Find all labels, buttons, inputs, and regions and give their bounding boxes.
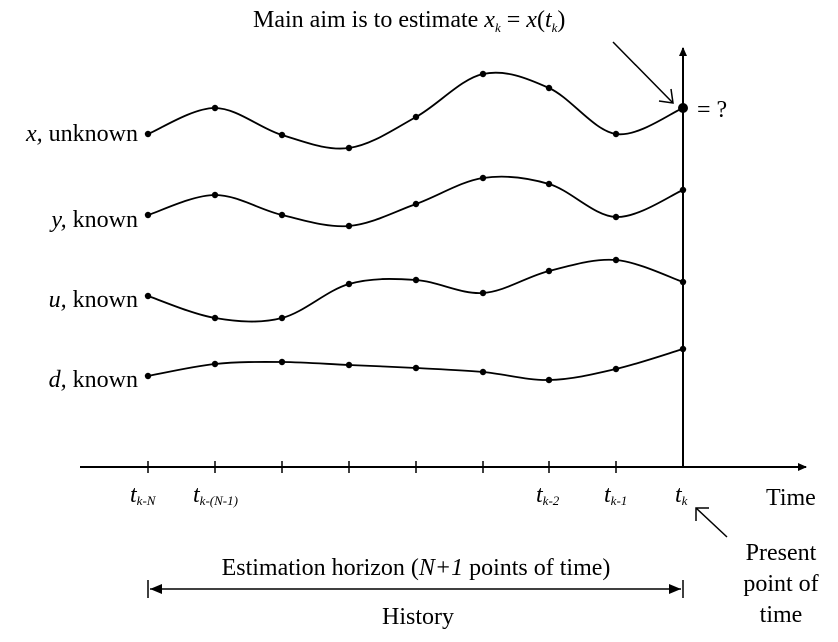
tick-label-k-1: tk-1: [604, 482, 627, 508]
title-pointer-arrow: [612, 41, 674, 104]
sample-point-x: [345, 144, 353, 152]
sample-point-u: [412, 276, 420, 284]
present-pointer-arrowhead: [695, 507, 709, 521]
tick-label-k-N-1: tk-(N-1): [193, 482, 238, 508]
sample-point-u: [345, 280, 353, 288]
signal-curves: [144, 70, 687, 384]
sample-point-u: [679, 278, 687, 286]
sample-point-u: [545, 267, 553, 275]
sample-point-x: [144, 130, 152, 138]
main-aim-title: Main aim is to estimate xk = x(tk): [253, 7, 565, 35]
sample-point-d: [412, 364, 420, 372]
sample-point-y: [612, 213, 620, 221]
sample-point-u: [479, 289, 487, 297]
sample-point-d: [479, 368, 487, 376]
sample-point-d: [612, 365, 620, 373]
present-pointer-arrow: [695, 507, 728, 538]
unknown-mark: = ?: [697, 97, 727, 123]
axis-tick-marks: [147, 461, 617, 473]
sample-point-y: [412, 200, 420, 208]
tick-label-k-2: tk-2: [536, 482, 560, 508]
signal-label-u: u, known: [49, 287, 138, 313]
sample-point-x: [211, 104, 219, 112]
present-label-line3: time: [760, 602, 803, 628]
tick-label-k: tk: [675, 482, 688, 508]
estimation-horizon-label: Estimation horizon (N+1 points of time): [222, 555, 611, 581]
signal-label-x: x, unknown: [25, 121, 138, 147]
sample-point-y: [679, 186, 687, 194]
sample-point-x: [612, 130, 620, 138]
sample-point-d: [211, 360, 219, 368]
signal-label-d: d, known: [49, 367, 138, 393]
sample-point-x: [412, 113, 420, 121]
sample-point-y: [211, 191, 219, 199]
signal-curve-d: [147, 348, 684, 381]
present-label-line1: Present: [746, 540, 817, 566]
present-label-line2: point of: [743, 571, 818, 597]
time-axis-label: Time: [766, 485, 816, 511]
sample-point-d: [345, 361, 353, 369]
sample-point-d: [144, 372, 152, 380]
sample-point-x: [545, 84, 553, 92]
signal-curve-u: [147, 258, 684, 323]
sample-point-x: [479, 70, 487, 78]
sample-point-u: [144, 292, 152, 300]
signal-curve-x: [147, 71, 684, 150]
sample-point-d: [545, 376, 553, 384]
sample-point-u: [211, 314, 219, 322]
sample-point-y: [345, 222, 353, 230]
sample-point-d: [679, 345, 687, 353]
sample-point-y: [479, 174, 487, 182]
signal-label-y: y, known: [49, 207, 138, 233]
sample-point-d: [278, 358, 286, 366]
sample-point-y: [545, 180, 553, 188]
estimate-point: [678, 103, 688, 113]
sample-point-y: [278, 211, 286, 219]
title-pointer-arrowhead: [658, 88, 674, 104]
sample-point-y: [144, 211, 152, 219]
sample-point-u: [278, 314, 286, 322]
horizon-right-arrowhead: [669, 584, 681, 594]
sample-point-x: [278, 131, 286, 139]
tick-label-k-N: tk-N: [130, 482, 157, 508]
history-label: History: [382, 604, 454, 630]
horizon-left-arrowhead: [150, 584, 162, 594]
sample-point-u: [612, 256, 620, 264]
